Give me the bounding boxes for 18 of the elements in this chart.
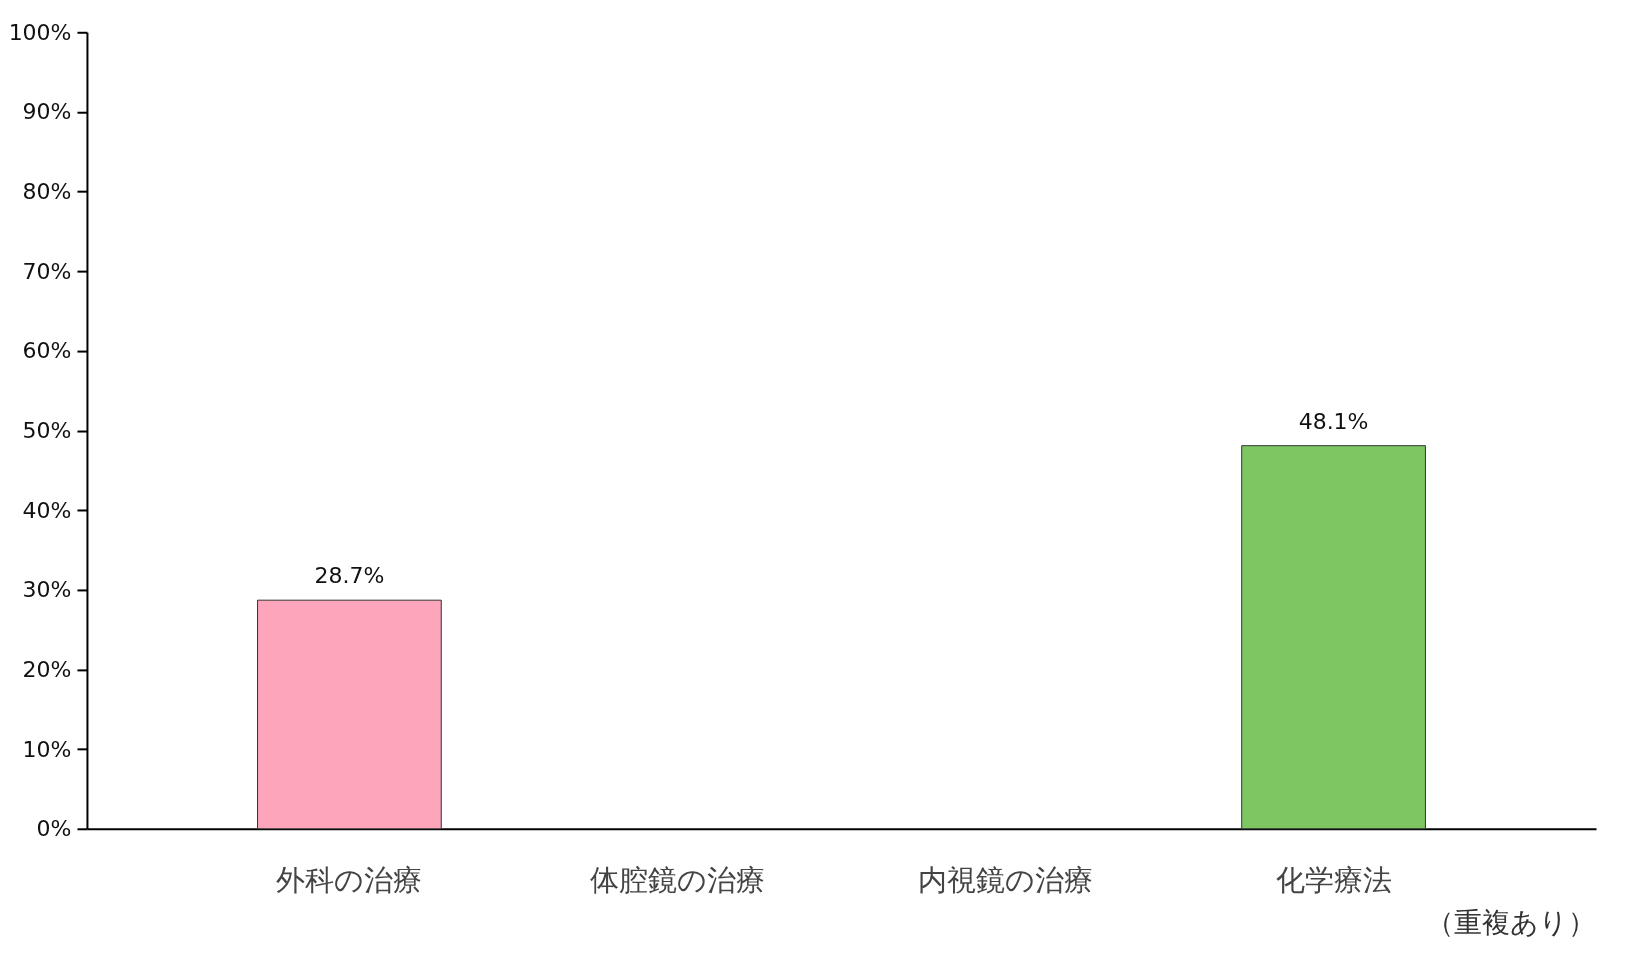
data-label: 28.7% [314, 563, 385, 589]
y-tick-label: 20% [22, 656, 72, 682]
x-tick-label: 体腔鏡の治療 [589, 863, 765, 898]
y-tick-label: 100% [8, 19, 72, 45]
x-tick-label: 内視鏡の治療 [918, 863, 1094, 898]
y-tick-label: 40% [22, 497, 72, 523]
y-tick-label: 30% [22, 577, 72, 603]
x-tick-label: 外科の治療 [276, 863, 423, 898]
y-tick-label: 60% [22, 338, 72, 364]
y-tick-label: 80% [22, 179, 72, 205]
y-tick-label: 0% [36, 816, 72, 842]
y-tick-label: 90% [22, 99, 72, 125]
x-tick-label: 化学療法 [1275, 863, 1392, 898]
y-tick-label: 10% [22, 736, 72, 762]
data-label: 48.1% [1298, 408, 1369, 434]
text: （重複あり） [1426, 905, 1597, 939]
y-tick-label: 50% [22, 418, 72, 444]
y-tick-label: 70% [22, 258, 72, 284]
